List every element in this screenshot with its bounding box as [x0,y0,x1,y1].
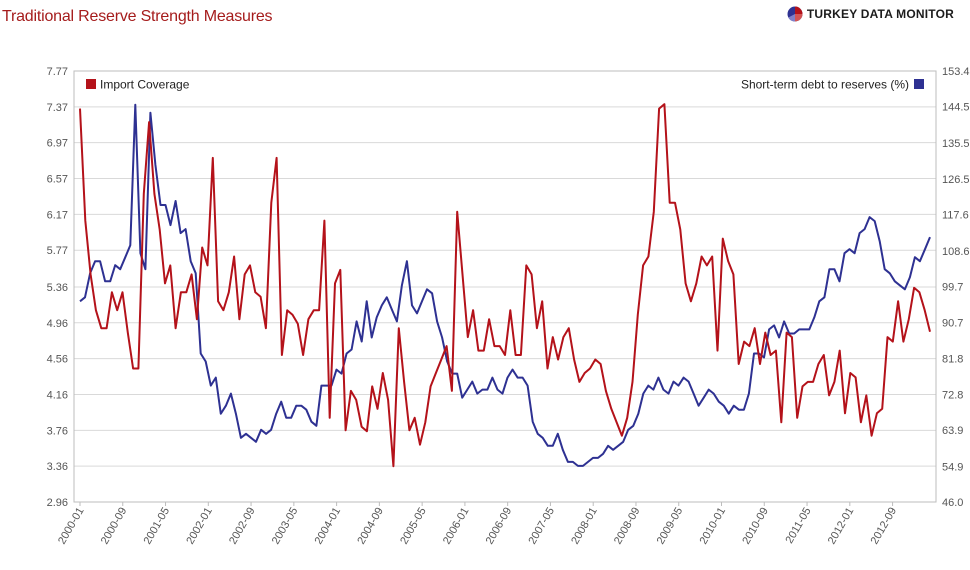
brand-name: TURKEY DATA MONITOR [806,7,954,21]
x-tick-label: 2011-05 [783,506,813,546]
y-left-tick-label: 7.37 [47,102,68,114]
legend-left: Import Coverage [86,78,190,92]
y-right-tick-label: 144.5 [942,102,970,114]
y-right-tick-label: 117.6 [942,210,969,222]
x-tick-label: 2010-09 [740,506,771,547]
y-left-tick-label: 3.36 [47,461,68,473]
x-tick-label: 2008-09 [612,506,643,547]
x-tick-label: 2003-05 [270,506,301,547]
x-tick-label: 2004-09 [355,506,386,547]
x-tick-label: 2007-05 [526,506,557,547]
y-left-tick-label: 4.96 [47,318,68,330]
brand-logo: TURKEY DATA MONITOR [787,6,954,22]
y-left-tick-label: 6.17 [47,209,68,221]
y-right-tick-label: 90.7 [942,318,963,330]
legend-label-short-term-debt: Short-term debt to reserves (%) [741,78,909,92]
x-tick-label: 2006-09 [484,506,515,547]
x-tick-label: 2002-01 [184,506,215,547]
x-tick-label: 2000-01 [56,506,87,547]
chart-title: Traditional Reserve Strength Measures [2,8,273,25]
series-lines [79,103,931,468]
y-right-tick-label: 153.4 [942,66,970,78]
y-left-tick-label: 5.77 [47,245,68,257]
x-tick-label: 2000-09 [99,506,130,547]
legend-right: Short-term debt to reserves (%) [741,78,924,92]
series-line-import-coverage [79,103,931,468]
x-tick-label: 2001-05 [142,506,173,547]
legend-swatch-import-coverage [86,79,96,89]
y-right-tick-label: 63.9 [942,425,963,437]
x-tick-label: 2012-01 [826,506,857,547]
y-left-tick-label: 4.16 [47,389,68,401]
x-tick-label: 2006-01 [441,506,472,547]
y-right-tick-label: 108.6 [942,246,970,258]
pie-globe-icon [787,6,803,22]
y-right-tick-label: 135.5 [942,138,970,150]
y-left-tick-label: 6.57 [47,174,68,186]
y-right-tick-label: 54.9 [942,461,963,473]
y-right-tick-label: 72.8 [942,389,963,401]
x-tick-label: 2004-01 [313,506,344,547]
legend-swatch-short-term-debt [914,79,924,89]
y-right-tick-label: 126.5 [942,174,970,186]
y-left-tick-label: 3.76 [47,425,68,437]
y-right-tick-label: 81.8 [942,353,963,365]
x-tick-label: 2010-01 [698,506,729,547]
right-axis: 46.0 54.9 63.9 72.8 81.8 90.7 99.7 108.6 117.6 12… [942,66,970,509]
x-tick-label: 2002-09 [227,506,258,547]
y-right-tick-label: 99.7 [942,282,963,294]
plot-frame [73,70,937,503]
x-axis: 2000-01 2000-09 2001-05 2002-01 2002-09 2003-… [56,502,899,546]
series-line-short-term-debt [79,103,931,467]
y-left-tick-label: 6.97 [47,138,68,150]
x-tick-label: 2009-05 [655,506,686,547]
x-tick-label: 2012-09 [869,506,900,547]
x-tick-label: 2005-05 [398,506,429,547]
y-left-tick-label: 2.96 [47,497,68,509]
legend-label-import-coverage: Import Coverage [100,78,190,92]
grid-lines [74,70,936,503]
y-right-tick-label: 46.0 [942,497,963,509]
y-left-tick-label: 5.36 [47,282,68,294]
y-left-tick-label: 7.77 [47,66,68,78]
y-left-tick-label: 4.56 [47,354,68,366]
x-tick-label: 2008-01 [569,506,600,547]
left-axis: 2.96 3.36 3.76 4.16 4.56 4.96 5.36 5.77 6.17 6.57… [47,66,68,509]
